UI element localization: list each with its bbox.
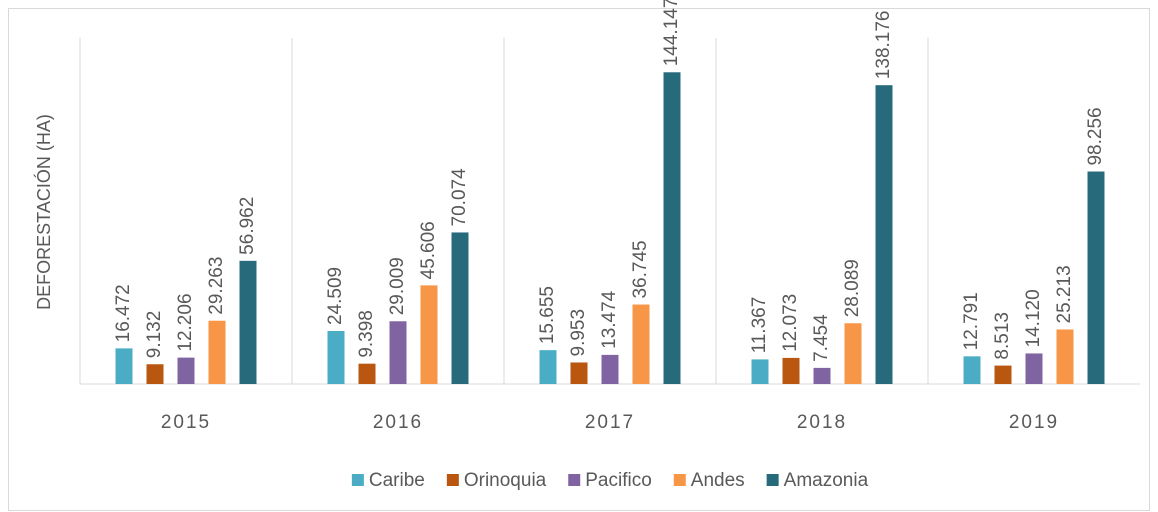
bar [994,365,1012,384]
x-tick-label: 2017 [585,412,635,433]
bar [782,357,800,384]
legend-swatch [446,474,459,486]
value-label: 9.398 [356,310,377,358]
bar [875,85,893,384]
value-label: 138.176 [873,11,894,80]
bar [813,367,831,384]
chart-frame [8,8,1150,511]
x-tick-label: 2018 [797,412,847,433]
bar [1025,353,1043,384]
value-label: 8.513 [992,312,1013,360]
bar [239,260,257,384]
bar [177,357,195,384]
legend-label: Andes [691,470,745,491]
value-label: 12.206 [175,293,196,351]
value-label: 9.132 [144,311,165,359]
bar [751,359,769,384]
value-label: 36.745 [630,240,651,298]
bar [539,350,557,384]
value-label: 144.147 [661,0,682,66]
bar [601,354,619,384]
value-label: 7.454 [811,314,832,362]
value-label: 70.074 [449,168,470,227]
value-label: 29.263 [206,257,227,315]
bar [1087,171,1105,384]
value-label: 24.509 [325,267,346,325]
y-axis-label: DEFORESTACIÓN (HA) [33,114,54,310]
value-label: 16.472 [113,284,134,342]
x-tick-label: 2016 [373,412,423,433]
bar [420,285,438,384]
bar [570,362,588,384]
value-label: 9.953 [568,309,589,357]
legend-swatch [568,474,581,486]
bar [327,330,345,384]
value-label: 45.606 [418,221,439,279]
x-tick-label: 2015 [161,412,211,433]
value-label: 15.655 [537,286,558,344]
x-tick-label: 2019 [1009,412,1059,433]
legend-label: Amazonia [784,470,869,491]
value-label: 12.073 [780,294,801,352]
legend-label: Orinoquia [464,470,547,491]
bar [632,304,650,384]
bar [1056,329,1074,384]
legend-swatch [766,474,779,486]
legend-label: Caribe [369,470,425,491]
value-label: 12.791 [961,292,982,350]
legend-label: Pacifico [585,470,652,491]
bar [844,323,862,384]
value-label: 11.367 [749,297,770,354]
bar [963,356,981,384]
bar [358,363,376,384]
bar [451,232,469,384]
value-label: 98.256 [1085,107,1106,165]
bar [389,321,407,384]
legend-swatch [351,474,364,486]
bar [663,72,681,385]
value-label: 29.009 [387,257,408,315]
value-label: 56.962 [237,197,258,255]
value-label: 14.120 [1023,289,1044,347]
bar [208,320,226,384]
value-label: 13.474 [599,290,620,349]
value-label: 28.089 [842,259,863,317]
bar [115,348,133,384]
bar [146,364,164,384]
value-label: 25.213 [1054,265,1075,323]
legend-swatch [673,474,686,486]
